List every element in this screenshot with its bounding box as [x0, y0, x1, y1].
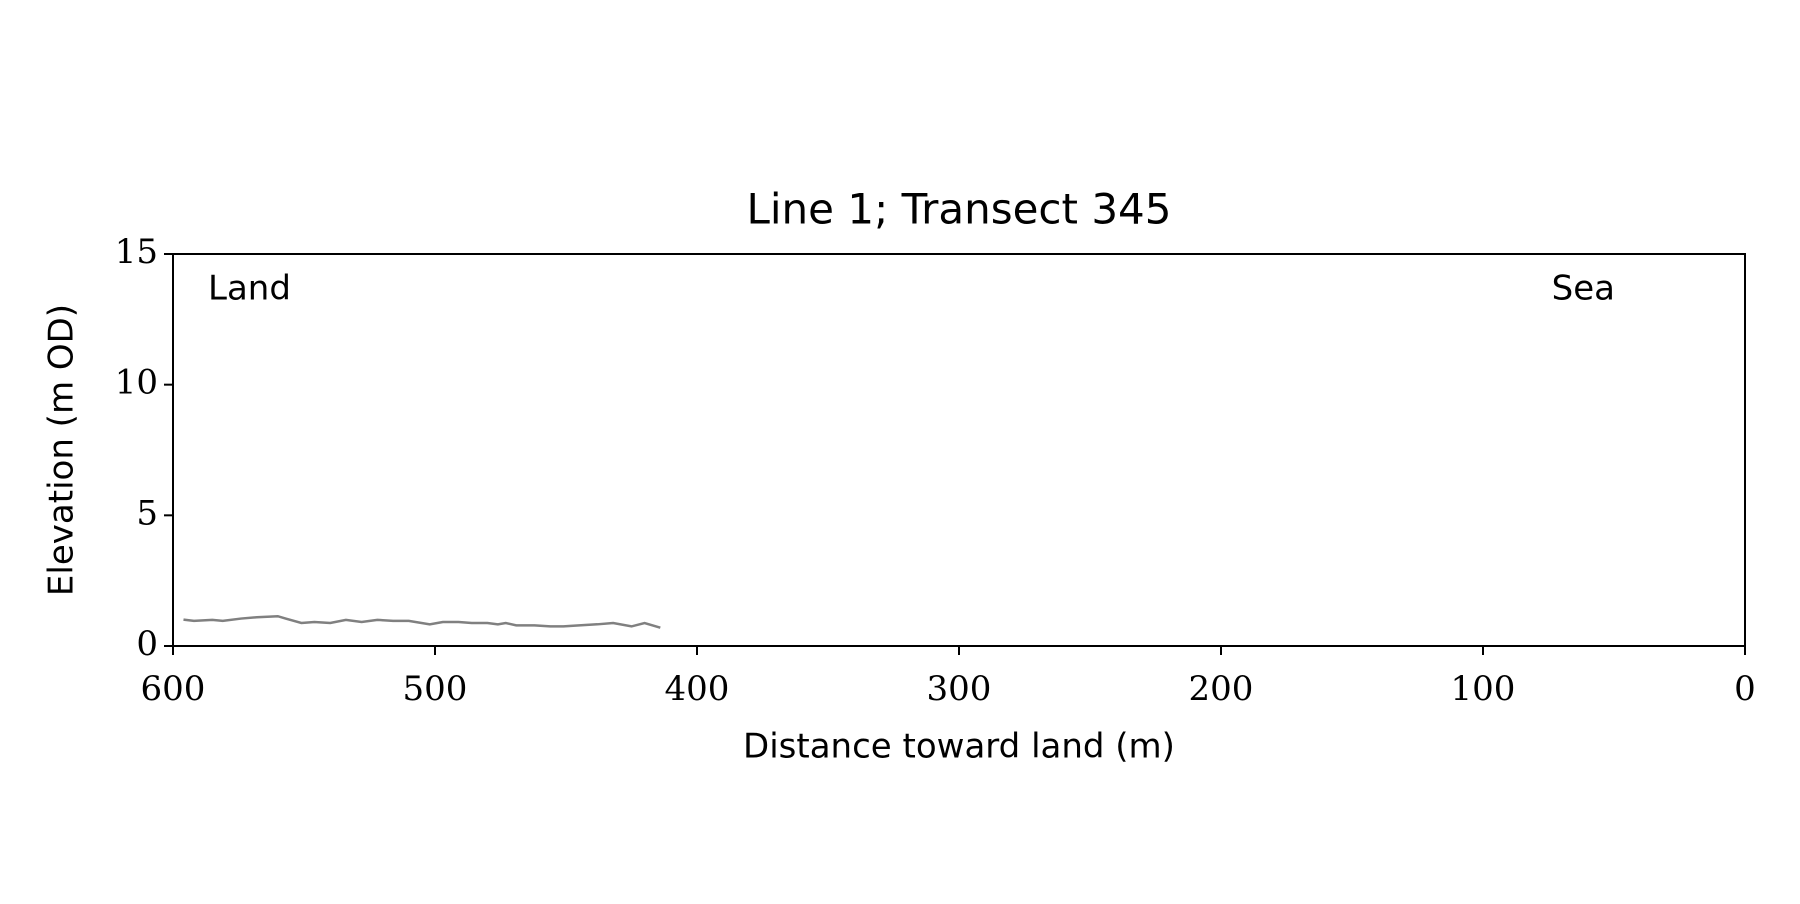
chart-title: Line 1; Transect 345 [746, 185, 1171, 234]
x-tick-label: 200 [1189, 669, 1254, 709]
y-tick-label: 0 [136, 624, 158, 664]
plot-frame [172, 253, 1746, 647]
y-tick-label: 15 [115, 232, 158, 272]
y-axis-label: Elevation (m OD) [42, 304, 82, 596]
y-tick-label: 5 [136, 493, 158, 533]
x-tick-label: 600 [141, 669, 206, 709]
annotation: Land [208, 269, 291, 309]
y-tick-label: 10 [115, 363, 158, 403]
annotation: Sea [1552, 269, 1615, 309]
x-axis-label: Distance toward land (m) [743, 727, 1175, 767]
data-line [183, 614, 661, 629]
x-tick-label: 100 [1451, 669, 1516, 709]
x-tick-label: 500 [403, 669, 468, 709]
x-tick-label: 300 [927, 669, 992, 709]
x-tick-label: 0 [1734, 669, 1756, 709]
x-tick-label: 400 [665, 669, 730, 709]
